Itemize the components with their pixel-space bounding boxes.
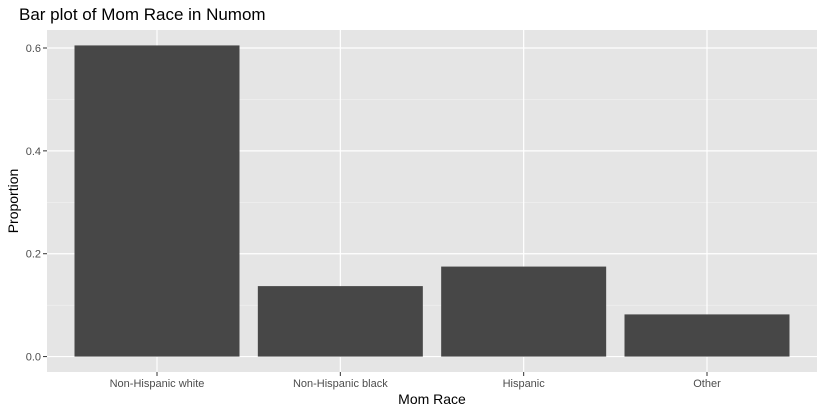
chart-title: Bar plot of Mom Race in Numom xyxy=(19,5,266,24)
bar xyxy=(257,286,423,357)
x-tick-label: Other xyxy=(693,378,721,390)
x-axis-title: Mom Race xyxy=(398,391,466,407)
y-axis-title: Proportion xyxy=(5,169,21,234)
bar xyxy=(624,314,790,357)
bar xyxy=(74,45,240,357)
y-axis-ticks: 0.0 0.2 0.4 0.6 xyxy=(26,43,47,364)
y-tick-label: 0.4 xyxy=(26,146,41,158)
y-tick-label: 0.0 xyxy=(26,352,41,364)
x-axis-ticks: Non-Hispanic white Non-Hispanic black Hisp… xyxy=(110,372,721,390)
x-tick-label: Non-Hispanic black xyxy=(293,378,388,390)
bar xyxy=(441,266,607,357)
x-tick-label: Hispanic xyxy=(503,378,546,390)
y-tick-label: 0.2 xyxy=(26,249,41,261)
y-tick-label: 0.6 xyxy=(26,43,41,55)
bars xyxy=(74,45,790,357)
x-tick-label: Non-Hispanic white xyxy=(110,378,205,390)
